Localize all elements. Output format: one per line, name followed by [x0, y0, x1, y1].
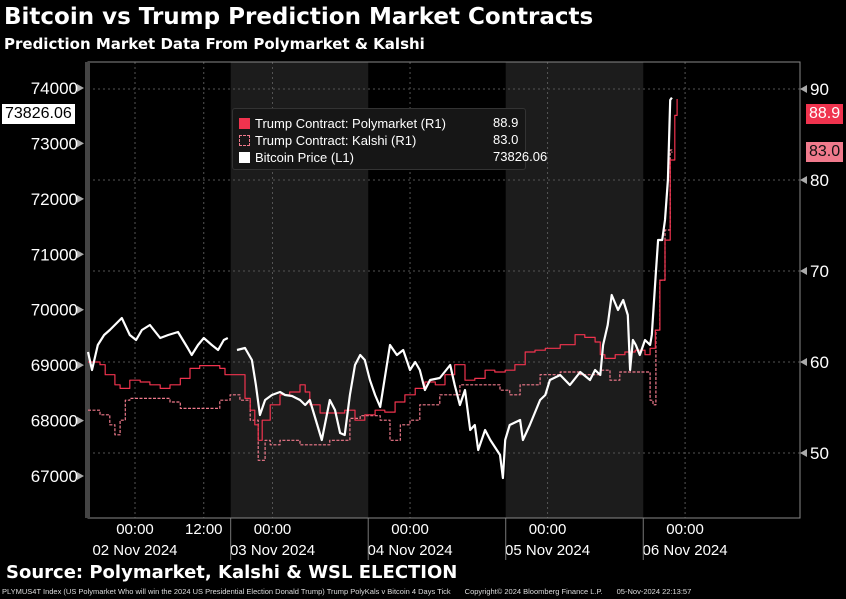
left-tick-icon: [77, 250, 84, 259]
left-tick-label: 70000: [31, 301, 78, 320]
left-tick-label: 69000: [31, 356, 78, 375]
x-tick-date: 05 Nov 2024: [505, 542, 590, 559]
bitcoin-line: [86, 96, 673, 480]
polymarket-last-tag: 88.9: [806, 104, 844, 124]
x-tick-time: 00:00: [116, 521, 154, 538]
left-tick-icon: [77, 194, 84, 203]
legend-label: Trump Contract: Kalshi (R1): [255, 132, 417, 148]
footer-copyright: Copyright© 2024 Bloomberg Finance L.P.: [464, 587, 603, 596]
right-tick-icon: [800, 85, 807, 93]
x-tick-date: 03 Nov 2024: [230, 542, 315, 559]
kalshi-swatch-icon: [239, 134, 250, 146]
footer-description: PLYMUS4T Index (US Polymarket Who will w…: [2, 587, 451, 596]
legend-value: 73826.06: [493, 149, 548, 164]
legend-value: 83.0: [493, 132, 519, 147]
left-tick-label: 67000: [31, 467, 78, 486]
right-tick-label: 80: [810, 171, 829, 190]
footer-timestamp: 05-Nov-2024 22:13:57: [616, 587, 692, 596]
left-tick-icon: [77, 416, 84, 425]
legend-item-kalshi: Trump Contract: Kalshi (R1): [239, 132, 416, 148]
x-tick-time: 00:00: [666, 521, 704, 538]
shaded-session: [505, 62, 644, 518]
x-tick-time: 12:00: [185, 521, 223, 538]
left-axis-bar: [85, 62, 90, 518]
legend-label: Bitcoin Price (L1): [255, 149, 354, 165]
chart-title: Bitcoin vs Trump Prediction Market Contr…: [4, 4, 594, 30]
left-tick-label: 72000: [31, 190, 78, 209]
left-tick-icon: [77, 84, 84, 92]
kalshi-line: [88, 149, 673, 461]
footer-line: PLYMUS4T Index (US Polymarket Who will w…: [2, 587, 705, 596]
right-tick-label: 90: [810, 80, 829, 99]
right-tick-label: 60: [810, 353, 829, 372]
legend-item-polymarket: Trump Contract: Polymarket (R1): [239, 115, 446, 131]
left-tick-icon: [77, 361, 84, 370]
right-tick-icon: [800, 449, 807, 457]
left-tick-label: 68000: [31, 412, 78, 431]
x-tick-date: 04 Nov 2024: [368, 542, 453, 559]
right-tick-label: 70: [810, 262, 829, 281]
source-note: Source: Polymarket, Kalshi & WSL ELECTIO…: [6, 562, 458, 583]
x-tick-time: 00:00: [391, 521, 429, 538]
right-tick-icon: [800, 176, 807, 184]
kalshi-last-tag: 83.0: [806, 142, 844, 162]
left-tick-label: 71000: [31, 245, 78, 264]
left-tick-label: 74000: [31, 79, 78, 98]
left-tick-icon: [77, 305, 84, 314]
legend-item-bitcoin: Bitcoin Price (L1): [239, 149, 354, 165]
right-tick-label: 50: [810, 444, 829, 463]
left-tick-icon: [77, 472, 84, 481]
right-tick-icon: [800, 267, 807, 275]
legend-value: 88.9: [493, 115, 519, 130]
bitcoin-last-tag: 73826.06: [2, 104, 75, 124]
x-tick-date: 02 Nov 2024: [92, 542, 177, 559]
x-tick-date: 06 Nov 2024: [643, 542, 728, 559]
legend-label: Trump Contract: Polymarket (R1): [255, 115, 446, 131]
left-tick-label: 73000: [31, 134, 78, 153]
x-tick-time: 00:00: [254, 521, 292, 538]
right-tick-icon: [800, 358, 807, 366]
bitcoin-swatch-icon: [239, 151, 250, 163]
left-tick-icon: [77, 139, 84, 148]
chart-subtitle: Prediction Market Data From Polymarket &…: [4, 35, 425, 53]
legend: Trump Contract: Polymarket (R1) 88.9 Tru…: [232, 108, 547, 170]
polymarket-line: [88, 99, 678, 441]
x-tick-time: 00:00: [529, 521, 567, 538]
polymarket-swatch-icon: [239, 117, 250, 129]
